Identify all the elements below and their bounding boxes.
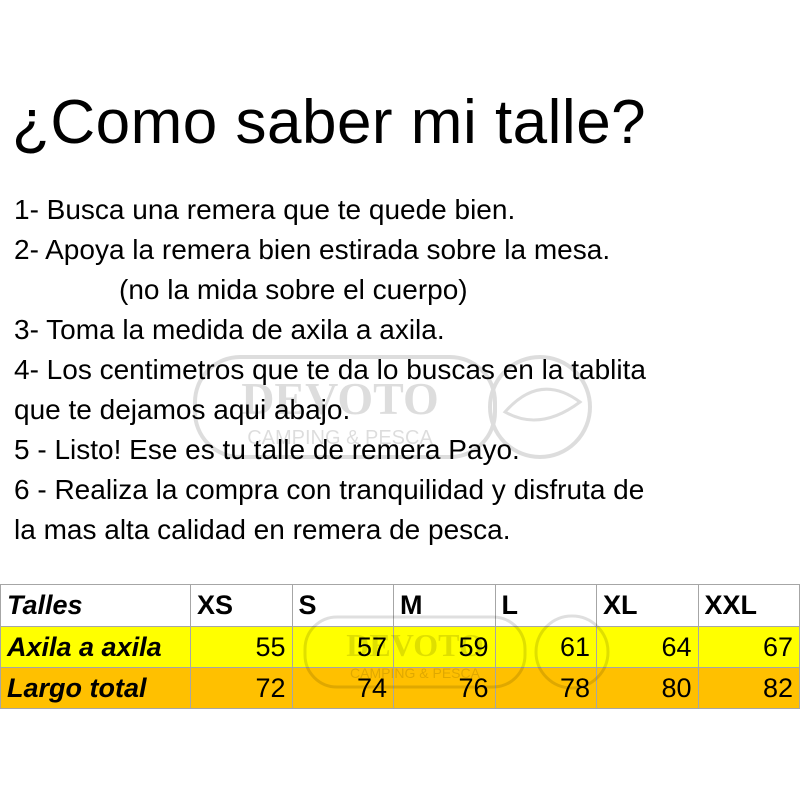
axila-row: Axila a axila 55 57 59 61 64 67 [0,626,800,668]
step-4-cont: que te dejamos aqui abajo. [14,394,351,425]
step-2-note: (no la mida sobre el cuerpo) [119,274,468,305]
size-xxl: XXL [697,584,800,627]
step-2: 2- Apoya la remera bien estirada sobre l… [14,234,611,265]
row-label: Largo total [0,667,191,709]
step-6: 6 - Realiza la compra con tranquilidad y… [14,474,645,505]
row-label: Axila a axila [0,626,191,668]
size-xs: XS [190,584,293,627]
size-m: M [393,584,496,627]
step-1: 1- Busca una remera que te quede bien. [14,194,516,225]
cell: 57 [291,626,394,668]
size-xl: XL [596,584,699,627]
header-label: Talles [0,584,191,627]
step-4: 4- Los centimetros que te da lo buscas e… [14,354,646,385]
cell: 76 [393,667,496,709]
step-3: 3- Toma la medida de axila a axila. [14,314,445,345]
cell: 82 [697,667,800,709]
cell: 61 [494,626,597,668]
size-s: S [291,584,394,627]
page-title: ¿Como saber mi talle? [12,88,647,157]
size-l: L [494,584,597,627]
cell: 72 [190,667,293,709]
cell: 80 [596,667,699,709]
cell: 74 [291,667,394,709]
size-header-row: Talles XS S M L XL XXL [0,584,800,627]
cell: 78 [494,667,597,709]
cell: 67 [697,626,800,668]
size-table: Talles XS S M L XL XXL Axila a axila 55 … [0,584,800,709]
cell: 59 [393,626,496,668]
step-5: 5 - Listo! Ese es tu talle de remera Pay… [14,434,520,465]
instructions: 1- Busca una remera que te quede bien. 2… [14,190,646,550]
largo-row: Largo total 72 74 76 78 80 82 [0,667,800,709]
cell: 55 [190,626,293,668]
cell: 64 [596,626,699,668]
step-6-cont: la mas alta calidad en remera de pesca. [14,514,511,545]
